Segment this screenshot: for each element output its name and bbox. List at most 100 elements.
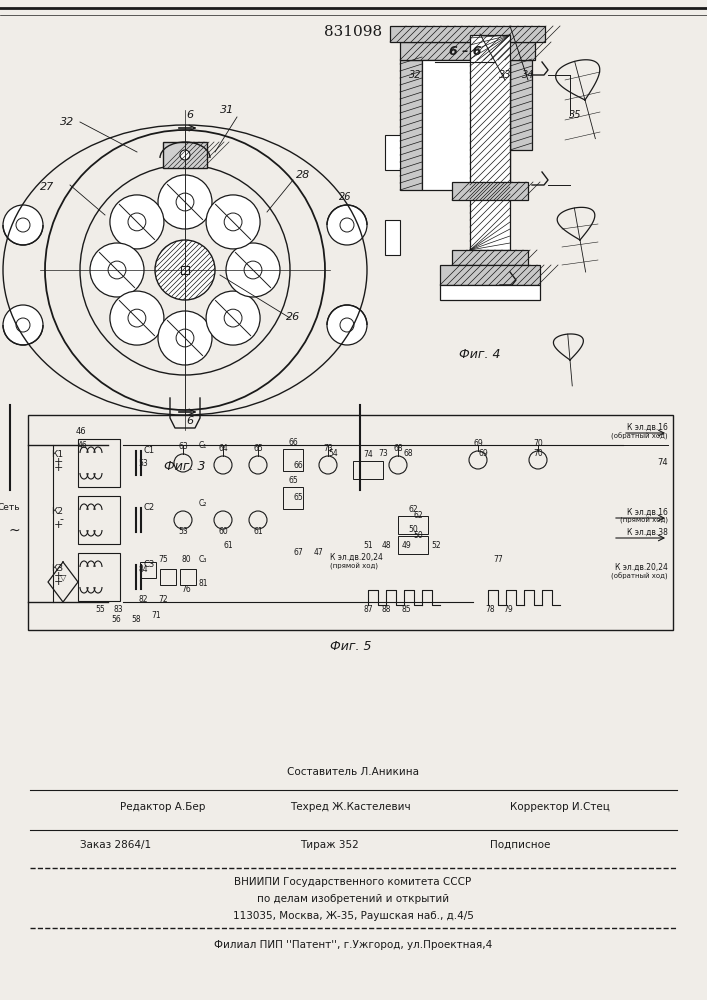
Text: 65: 65: [288, 476, 298, 485]
Bar: [28, 415, 673, 630]
Text: 52: 52: [431, 540, 440, 550]
Text: 33: 33: [498, 70, 511, 80]
Text: 66: 66: [288, 438, 298, 447]
Text: 31: 31: [220, 105, 234, 115]
Circle shape: [110, 195, 164, 249]
Text: (прямой ход): (прямой ход): [330, 562, 378, 570]
Text: К эл.дв.38: К эл.дв.38: [627, 528, 668, 537]
Text: 82: 82: [139, 595, 148, 604]
Text: 78: 78: [485, 605, 495, 614]
Text: 74: 74: [363, 450, 373, 459]
Text: 6 – 6: 6 – 6: [449, 45, 481, 58]
Text: 34: 34: [522, 70, 534, 80]
Text: 70: 70: [533, 439, 543, 448]
Text: 61: 61: [253, 527, 263, 536]
Circle shape: [226, 243, 280, 297]
Bar: [452, 182, 528, 200]
Text: 76: 76: [181, 585, 191, 594]
Text: C₃: C₃: [199, 556, 207, 564]
Circle shape: [206, 291, 260, 345]
Text: +: +: [54, 520, 63, 530]
Text: Техред Ж.Кастелевич: Техред Ж.Кастелевич: [290, 802, 411, 812]
Circle shape: [180, 150, 190, 160]
Text: 88: 88: [381, 605, 391, 614]
Text: ~: ~: [8, 524, 20, 538]
Text: 113035, Москва, Ж-35, Раушская наб., д.4/5: 113035, Москва, Ж-35, Раушская наб., д.4…: [233, 911, 474, 921]
Text: 55: 55: [95, 605, 105, 614]
Text: 81: 81: [198, 578, 208, 587]
Text: 53: 53: [178, 527, 188, 536]
Bar: [470, 35, 510, 250]
Text: C₁: C₁: [199, 440, 207, 450]
Text: 69: 69: [473, 439, 483, 448]
Text: +: +: [54, 457, 63, 467]
Bar: [385, 220, 400, 255]
Text: Подписное: Подписное: [490, 840, 550, 850]
Circle shape: [3, 205, 43, 245]
Text: 61: 61: [223, 540, 233, 550]
Text: 71: 71: [151, 610, 160, 619]
Text: 72: 72: [158, 595, 168, 604]
Text: 80: 80: [181, 556, 191, 564]
Text: (обратный ход): (обратный ход): [612, 572, 668, 580]
Text: 32: 32: [409, 70, 421, 80]
Text: 54: 54: [328, 448, 338, 458]
Text: 46: 46: [76, 427, 87, 436]
Text: (прямой ход): (прямой ход): [620, 518, 668, 524]
Bar: [163, 142, 207, 168]
Bar: [385, 135, 400, 170]
Text: С1: С1: [144, 446, 155, 455]
Text: С3: С3: [144, 560, 156, 569]
Bar: [78, 439, 120, 487]
Text: 87: 87: [363, 605, 373, 614]
Circle shape: [158, 311, 212, 365]
Text: 62: 62: [408, 505, 418, 514]
Text: 26: 26: [286, 312, 300, 322]
Bar: [283, 487, 303, 509]
Text: 49: 49: [401, 540, 411, 550]
Text: 27: 27: [40, 182, 54, 192]
Bar: [440, 285, 540, 300]
Bar: [440, 265, 540, 285]
Text: К2: К2: [51, 507, 63, 516]
Text: Корректор И.Стец: Корректор И.Стец: [510, 802, 610, 812]
Text: по делам изобретений и открытий: по делам изобретений и открытий: [257, 894, 449, 904]
Text: 84: 84: [138, 566, 148, 574]
Text: 831098: 831098: [324, 25, 382, 39]
Text: К эл.дв.16: К эл.дв.16: [627, 508, 668, 517]
Bar: [180, 569, 196, 585]
Text: 50: 50: [408, 525, 418, 534]
Text: ▽: ▽: [60, 573, 66, 582]
Text: 68: 68: [403, 448, 413, 458]
Text: 64: 64: [218, 444, 228, 453]
Bar: [78, 553, 120, 601]
Text: Фиг. 5: Фиг. 5: [329, 640, 371, 653]
Text: 51: 51: [363, 540, 373, 550]
Text: 32: 32: [60, 117, 74, 127]
Bar: [400, 42, 535, 60]
Text: К эл.дв.20,24: К эл.дв.20,24: [615, 563, 668, 572]
Text: 47: 47: [313, 548, 323, 557]
Bar: [398, 536, 428, 554]
Text: Составитель Л.Аникина: Составитель Л.Аникина: [287, 767, 419, 777]
Text: Фиг. 3: Фиг. 3: [164, 460, 206, 473]
Text: (обратный ход): (обратный ход): [612, 432, 668, 440]
Text: Редактор А.Бер: Редактор А.Бер: [120, 802, 205, 812]
Text: 79: 79: [503, 605, 513, 614]
Text: 28: 28: [296, 170, 310, 180]
Text: 62: 62: [413, 510, 423, 520]
Text: К эл.дв.20,24: К эл.дв.20,24: [330, 553, 383, 562]
Text: 70: 70: [533, 448, 543, 458]
Text: 73: 73: [378, 448, 388, 458]
Circle shape: [110, 291, 164, 345]
Bar: [400, 60, 422, 190]
Circle shape: [90, 243, 144, 297]
Text: C₂: C₂: [199, 498, 207, 508]
Text: К3: К3: [51, 564, 63, 573]
Text: 48: 48: [381, 540, 391, 550]
Bar: [398, 516, 428, 534]
Bar: [452, 250, 528, 265]
Circle shape: [158, 175, 212, 229]
Text: 65: 65: [293, 492, 303, 502]
Text: 58: 58: [132, 615, 141, 624]
